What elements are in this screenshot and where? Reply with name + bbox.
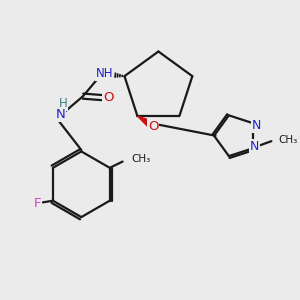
Text: NH: NH [96,67,113,80]
Text: O: O [103,91,114,104]
Text: H: H [59,98,68,110]
Text: CH₃: CH₃ [131,154,150,164]
Text: CH₃: CH₃ [278,135,298,145]
Text: N: N [56,108,65,121]
Text: O: O [148,120,158,133]
Text: F: F [33,197,41,210]
Polygon shape [137,116,152,127]
Text: N: N [250,140,259,153]
Text: N: N [252,119,261,132]
